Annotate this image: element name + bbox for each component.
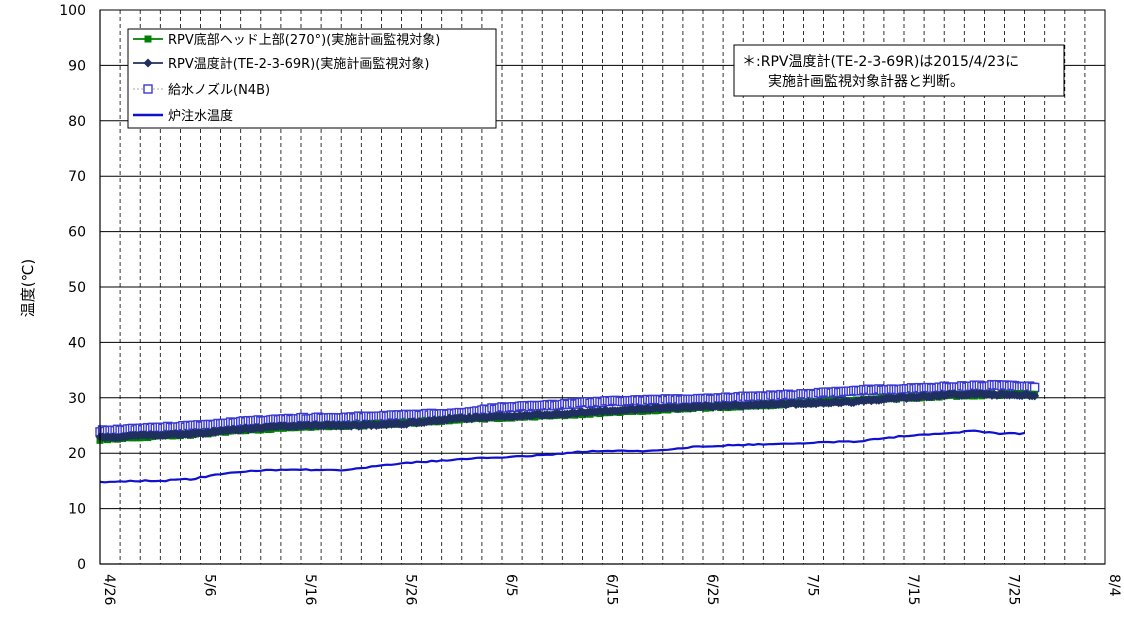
series-1 [95,389,1040,443]
data-point-marker [1030,391,1040,401]
legend-label: 炉注水温度 [168,108,233,124]
y-tick-label: 100 [59,3,86,19]
legend-swatch-marker [143,58,153,68]
x-tick-label: 6/25 [704,574,720,605]
legend-swatch-marker [143,84,153,94]
legend-label: RPV底部ヘッド上部(270°)(実施計画監視対象) [168,32,440,48]
y-tick-label: 50 [68,280,86,296]
legend-item: 給水ノズル(N4B) [133,82,270,98]
legend-item: RPV底部ヘッド上部(270°)(実施計画監視対象) [133,32,440,48]
x-tick-label: 5/26 [403,574,419,606]
x-tick-label: 6/5 [503,574,519,597]
x-tick-label: 5/6 [202,574,218,597]
x-tick-label: 6/15 [604,574,620,605]
series-2 [95,379,1040,437]
y-tick-label: 60 [68,225,86,241]
x-tick-label: 8/4 [1106,574,1122,597]
y-tick-label: 80 [68,114,86,130]
legend-label: RPV温度計(TE-2-3-69R)(実施計画監視対象) [168,56,429,72]
x-tick-label: 7/15 [905,574,921,605]
note-line-1: ＊:RPV温度計(TE-2-3-69R)は2015/4/23に [742,54,1019,70]
note-box: ＊:RPV温度計(TE-2-3-69R)は2015/4/23に 実施計画監視対象… [733,44,1065,97]
legend-item: 炉注水温度 [133,108,233,124]
y-tick-label: 20 [68,446,86,462]
note-border [733,44,1065,97]
y-axis-title: 温度(℃) [19,259,37,318]
x-tick-label: 4/26 [101,574,117,606]
y-tick-label: 40 [68,335,86,351]
note-line-2: 実施計画監視対象計器と判断。 [768,73,964,90]
legend-label: 給水ノズル(N4B) [168,82,270,98]
axis-layer: 0 10 20 30 40 50 60 70 80 90 100 4/26 5/6 5/16 5/26 6/5… [59,3,1122,606]
y-tick-label: 10 [68,502,86,518]
series-line-water-temp [99,429,1025,484]
y-tick-label: 90 [68,58,86,74]
series-layer [95,379,1040,484]
x-tick-label: 7/5 [805,574,821,597]
y-tick-label: 30 [68,391,86,407]
y-tick-label: 0 [77,557,86,573]
legend: RPV底部ヘッド上部(270°)(実施計画監視対象) RPV温度計(TE-2-3-… [127,28,497,129]
y-tick-label: 70 [68,169,86,185]
data-point-marker [1029,382,1040,393]
x-tick-label: 7/25 [1006,574,1022,605]
legend-box [127,28,497,129]
legend-item: RPV温度計(TE-2-3-69R)(実施計画監視対象) [133,56,429,72]
legend-swatch-marker [144,35,152,43]
x-tick-label: 5/16 [302,574,318,606]
series-3 [99,429,1025,484]
